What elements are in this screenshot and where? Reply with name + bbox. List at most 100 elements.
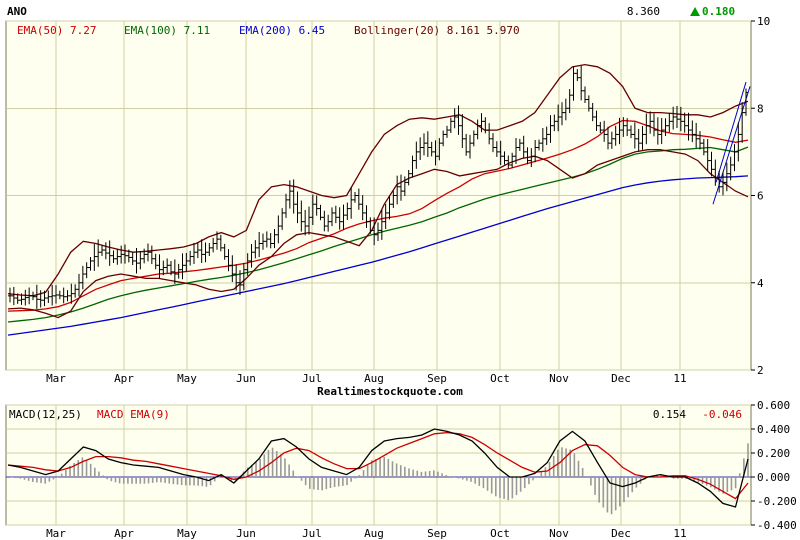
price-bar [349, 187, 354, 219]
price-bar [586, 95, 591, 112]
trend-line-upper [715, 81, 747, 183]
macd-month-label: May [177, 527, 197, 540]
price-bar [529, 148, 534, 168]
price-bar [659, 118, 664, 145]
price-bar [598, 121, 603, 134]
price-bar [724, 162, 729, 192]
price-bar [123, 244, 127, 264]
price-bar [80, 265, 85, 290]
price-bar [218, 234, 223, 252]
price-bar [418, 137, 423, 161]
price-bar [437, 138, 442, 161]
price-bar [96, 239, 101, 267]
price-bar [671, 106, 676, 130]
macd-month-label: Apr [114, 527, 134, 540]
price-bar [46, 290, 51, 303]
price-bar [705, 139, 710, 171]
price-bar [38, 290, 43, 308]
price-bar [491, 133, 495, 153]
price-bar [138, 250, 143, 270]
price-bar [694, 122, 699, 148]
macd-lines [7, 428, 749, 508]
price-bar [203, 242, 208, 263]
price-bar [422, 133, 426, 156]
price-bar [261, 233, 265, 250]
price-bar [61, 287, 66, 304]
price-bar [410, 155, 415, 178]
price-bar [698, 131, 702, 150]
price-month-label: Nov [549, 372, 569, 385]
price-y-tick-label: 4 [757, 277, 764, 290]
legend-ema200: EMA(200) 6.45 [239, 24, 325, 37]
price-bar [176, 263, 181, 279]
price-month-label: Jun [236, 372, 256, 385]
price-bar [701, 138, 706, 156]
legend-ema100: EMA(100) 7.11 [124, 24, 210, 37]
price-bar [632, 122, 637, 149]
price-bar [299, 200, 304, 232]
legend-ema200-label: EMA(200) [239, 24, 292, 37]
price-bar [613, 125, 618, 146]
price-bar [253, 240, 258, 259]
price-bar [655, 117, 660, 145]
macd-y-tick-label: -0.400 [757, 519, 797, 532]
price-bar [314, 195, 319, 216]
macd-month-label: Dec [611, 527, 631, 540]
price-bar [310, 194, 315, 226]
price-bar [188, 250, 193, 266]
price-bar [230, 255, 235, 283]
legend-ema50: EMA(50) 7.27 [17, 24, 96, 37]
macd-line [7, 428, 749, 508]
price-bar [487, 123, 492, 145]
price-bar [445, 125, 449, 138]
price-bar [379, 209, 384, 240]
price-bar [54, 285, 58, 304]
price-bar [111, 250, 116, 264]
price-bar [84, 262, 89, 279]
legend-bollinger-label: Bollinger(20) [354, 24, 440, 37]
price-bar [287, 180, 292, 209]
price-bar [583, 86, 587, 103]
price-bar [280, 208, 285, 230]
price-bar [506, 155, 511, 170]
price-bar [184, 252, 189, 272]
legend-ema50-label: EMA(50) [17, 24, 63, 37]
legend-ema100-value: 7.11 [184, 24, 211, 37]
price-bar [238, 270, 242, 296]
legend-bollinger: Bollinger(20) 8.161 5.970 [354, 24, 520, 37]
price-bar [360, 195, 365, 221]
price-bar [652, 113, 656, 137]
price-bar [471, 130, 476, 147]
price-bar [376, 222, 380, 242]
price-bar [448, 117, 453, 134]
price-bar [65, 290, 70, 302]
price-bar [575, 69, 580, 82]
price-bar [153, 253, 158, 270]
price-bar [552, 114, 557, 132]
price-bar [341, 204, 346, 231]
macd-y-tick-label: 0.200 [757, 447, 790, 460]
price-bar [498, 140, 503, 166]
price-bar [276, 215, 281, 244]
price-bar [192, 242, 196, 264]
price-bar [195, 242, 200, 259]
price-bar [199, 239, 204, 264]
legend: EMA(50) 7.27 EMA(100) 7.11 EMA(200) 6.45… [17, 24, 520, 37]
price-bar [452, 108, 457, 129]
macd-y-tick-label: 0.000 [757, 471, 790, 484]
price-bar [19, 293, 24, 305]
price-bar [644, 113, 649, 145]
price-bar [100, 245, 104, 256]
price-bar [609, 131, 614, 149]
price-bar [475, 119, 480, 140]
price-month-label: Aug [364, 372, 384, 385]
macd-month-label: Jul [302, 527, 322, 540]
price-bar [590, 102, 595, 122]
price-bar [222, 243, 227, 260]
price-bar [429, 141, 434, 157]
price-bar [548, 115, 553, 143]
price-bar [119, 245, 124, 264]
price-bar [180, 253, 185, 280]
price-bar [264, 231, 269, 248]
price-month-label: Jul [302, 372, 322, 385]
